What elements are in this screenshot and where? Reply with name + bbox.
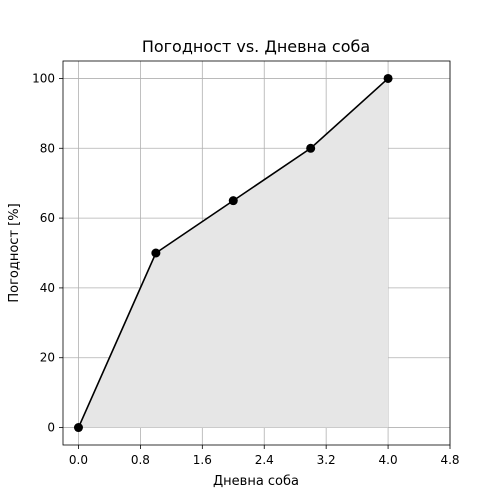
data-point	[306, 143, 316, 153]
x-axis-label: Дневна соба	[213, 474, 299, 489]
y-tick-label: 100	[32, 71, 55, 85]
data-markers	[73, 73, 393, 433]
y-tick-label: 60	[40, 211, 55, 225]
plot-frame	[62, 60, 451, 446]
area-fill	[78, 78, 389, 428]
y-tick-label: 20	[40, 351, 55, 365]
x-tick-label: 4.8	[440, 453, 459, 467]
x-tick-label: 2.4	[255, 453, 274, 467]
data-point	[151, 248, 161, 258]
data-point	[73, 423, 83, 433]
x-tick-label: 0.8	[131, 453, 150, 467]
y-axis-ticks: 0 20 40 60 80 100	[32, 71, 63, 435]
data-point	[383, 73, 393, 83]
x-tick-label: 1.6	[193, 453, 212, 467]
y-axis-label: Погодност [%]	[7, 203, 22, 302]
x-tick-label: 4.0	[379, 453, 398, 467]
y-tick-label: 0	[47, 421, 55, 435]
y-tick-label: 80	[40, 141, 55, 155]
x-tick-label: 0.0	[69, 453, 88, 467]
data-point	[228, 196, 238, 206]
chart-title: Погодност vs. Дневна соба	[142, 37, 370, 56]
x-axis-ticks: 0.0 0.8 1.6 2.4 3.2 4.0 4.8	[69, 445, 460, 467]
y-tick-label: 40	[40, 281, 55, 295]
x-tick-label: 3.2	[317, 453, 336, 467]
